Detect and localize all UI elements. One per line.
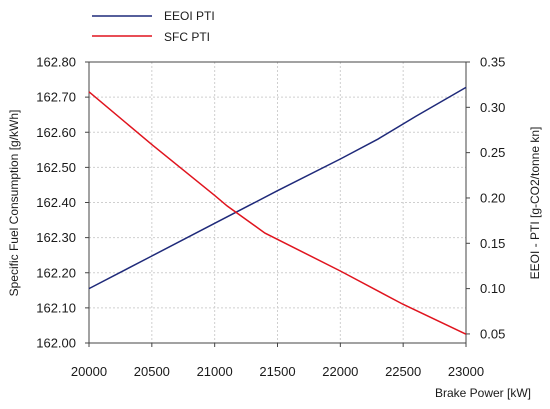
legend-label-eeoi: EEOI PTI	[164, 9, 215, 23]
y-tick-label: 162.80	[36, 55, 76, 70]
series-line-eeoi	[88, 86, 467, 290]
y2-axis-ticks: 0.05 0.10 0.15 0.20 0.25 0.30 0.35	[466, 55, 505, 341]
x-tick-label: 23000	[448, 364, 484, 379]
y-tick-label: 162.10	[36, 300, 76, 315]
y2-tick-label: 0.20	[480, 190, 505, 205]
x-tick-label: 22500	[385, 364, 421, 379]
series-line-sfc	[88, 91, 467, 335]
y-axis-ticks: 162.00 162.10 162.20 162.30 162.40 162.50 162.…	[36, 55, 89, 351]
y2-tick-label: 0.10	[480, 281, 505, 296]
legend: EEOI PTI SFC PTI	[92, 9, 215, 44]
y2-tick-label: 0.05	[480, 326, 505, 341]
y2-tick-label: 0.30	[480, 100, 505, 115]
x-axis-ticks: 20000 20500 21000 21500 22000 22500 23000	[71, 343, 484, 379]
x-tick-label: 21500	[259, 364, 295, 379]
x-tick-label: 20500	[134, 364, 170, 379]
y-axis-title: Specific Fuel Consumption [g/kWh]	[7, 110, 21, 297]
x-axis-title: Brake Power [kW]	[435, 386, 531, 400]
y-tick-label: 162.70	[36, 90, 76, 105]
x-tick-label: 20000	[71, 364, 107, 379]
y2-tick-label: 0.25	[480, 145, 505, 160]
y-tick-label: 162.00	[36, 336, 76, 351]
y-tick-label: 162.30	[36, 230, 76, 245]
x-tick-label: 21000	[197, 364, 233, 379]
y2-tick-label: 0.15	[480, 236, 505, 251]
y2-axis-title: EEOI - PTI [g-CO2/tonne kn]	[528, 127, 542, 280]
x-tick-label: 22000	[322, 364, 358, 379]
y-tick-label: 162.40	[36, 195, 76, 210]
y-tick-label: 162.20	[36, 265, 76, 280]
grid	[89, 62, 466, 343]
y-tick-label: 162.60	[36, 125, 76, 140]
y2-tick-label: 0.35	[480, 55, 505, 70]
legend-label-sfc: SFC PTI	[164, 30, 210, 44]
y-tick-label: 162.50	[36, 160, 76, 175]
